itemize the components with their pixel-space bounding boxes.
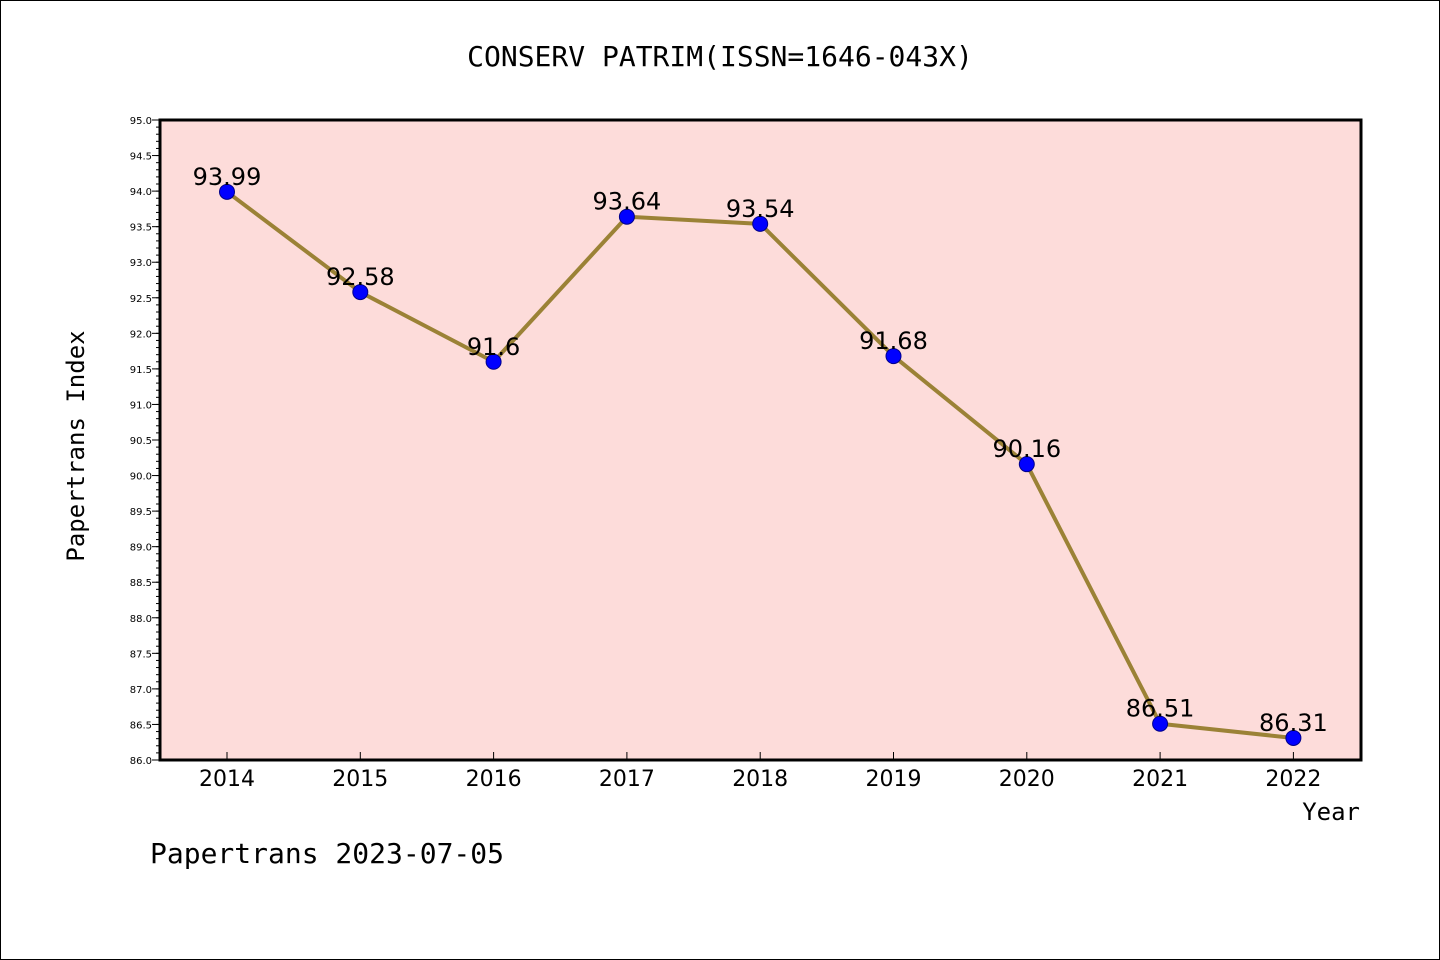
y-tick-label: 89.0 [130, 543, 152, 554]
data-point [1018, 456, 1035, 473]
data-markers [219, 183, 1302, 746]
y-tick-label: 90.0 [130, 472, 152, 483]
data-point [618, 208, 635, 225]
x-tick-label: 2021 [1132, 767, 1188, 792]
y-tick-label: 91.5 [130, 365, 152, 376]
data-label: 91.68 [859, 327, 928, 355]
y-tick-label: 95.0 [130, 116, 152, 127]
y-axis: 86.0 86.5 87.0 87.5 88.0 88.5 89.0 89.5 90.0 90.5… [130, 116, 160, 767]
data-label: 86.51 [1126, 695, 1195, 723]
data-label: 93.54 [726, 195, 795, 223]
data-label: 93.64 [593, 188, 662, 216]
y-tick-label: 89.5 [130, 507, 152, 518]
x-tick-label: 2020 [999, 767, 1055, 792]
y-tick-label: 91.0 [130, 400, 152, 411]
data-label: 90.16 [992, 435, 1061, 463]
x-tick-label: 2017 [599, 767, 655, 792]
y-tick-label: 93.0 [130, 258, 152, 269]
y-tick-label: 90.5 [130, 436, 152, 447]
x-tick-label: 2016 [466, 767, 522, 792]
x-tick-label: 2014 [199, 767, 255, 792]
data-point [1152, 715, 1169, 732]
y-tick-label: 86.5 [130, 720, 152, 731]
data-point [1285, 729, 1302, 746]
data-point [485, 353, 502, 370]
x-tick-label: 2015 [332, 767, 388, 792]
y-tick-label: 92.5 [130, 294, 152, 305]
y-tick-label: 87.5 [130, 649, 152, 660]
data-label: 92.58 [326, 263, 395, 291]
y-tick-label: 94.0 [130, 187, 152, 198]
y-tick-label: 94.5 [130, 152, 152, 163]
data-point [219, 183, 235, 200]
chart-title: CONSERV PATRIM(ISSN=1646-043X) [467, 40, 973, 73]
data-point [352, 284, 369, 301]
y-axis-label: Papertrans Index [62, 330, 90, 561]
y-tick-label: 87.0 [130, 685, 152, 696]
x-tick-label: 2018 [732, 767, 788, 792]
y-tick-label: 86.0 [130, 756, 152, 767]
y-tick-label: 88.5 [130, 578, 152, 589]
x-axis-label: Year [1302, 798, 1360, 826]
data-point [752, 215, 769, 232]
y-tick-label: 93.5 [130, 223, 152, 234]
y-tick-label: 92.0 [130, 329, 152, 340]
x-tick-label: 2019 [866, 767, 922, 792]
data-labels: 93.99 92.58 91.6 93.64 93.54 91.68 90.16 86.51 8… [193, 163, 1328, 737]
data-label: 91.6 [467, 333, 520, 361]
x-axis: 2014 2015 2016 2017 2018 2019 2020 2021 2022 [199, 752, 1321, 792]
y-tick-label: 88.0 [130, 614, 152, 625]
footer-text: Papertrans 2023-07-05 [150, 837, 504, 870]
data-label: 86.31 [1259, 709, 1328, 737]
data-label: 93.99 [193, 163, 262, 191]
x-tick-label: 2022 [1265, 767, 1321, 792]
data-point [885, 348, 902, 365]
